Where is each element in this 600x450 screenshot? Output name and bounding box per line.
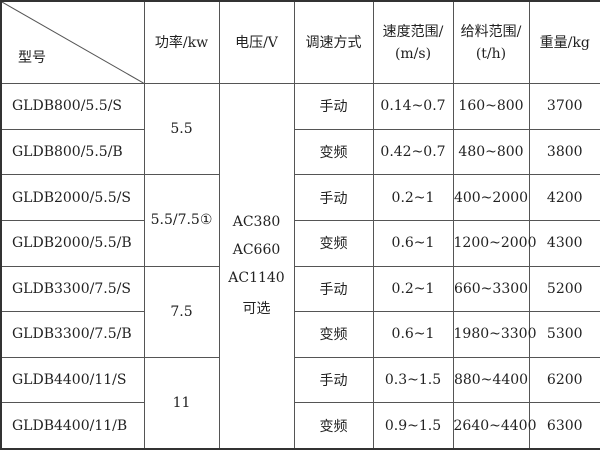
- header-weight: 重量/kg: [528, 0, 600, 85]
- cell-speed: 0.6~1: [372, 219, 454, 267]
- cell-weight: 6200: [528, 356, 600, 404]
- cell-mode: 变频: [293, 311, 374, 358]
- table-row: GLDB800/5.5/B 变频 0.42~0.7 480~800 3800: [0, 128, 600, 176]
- table-row: GLDB4400/11/B 变频 0.9~1.5 2640~4400 6300: [0, 402, 600, 450]
- cell-power: 7.5: [143, 265, 220, 358]
- cell-feed: 480~800: [452, 128, 530, 176]
- cell-weight: 4200: [528, 174, 600, 221]
- cell-mode: 手动: [293, 83, 374, 130]
- cell-model: GLDB800/5.5/S: [0, 83, 145, 130]
- cell-power: 5.5: [143, 83, 220, 176]
- cell-weight: 4300: [528, 219, 600, 267]
- table-row: GLDB3300/7.5/S 7.5 手动 0.2~1 660~3300 5200: [0, 265, 600, 358]
- cell-power: 11: [143, 356, 220, 450]
- cell-mode: 变频: [293, 402, 374, 450]
- header-feed-range: 给料范围/(t/h): [452, 0, 530, 85]
- cell-model: GLDB2000/5.5/B: [0, 219, 145, 267]
- cell-weight: 3700: [528, 83, 600, 130]
- header-power: 功率/kw: [143, 0, 220, 85]
- diagonal-line: [2, 2, 144, 83]
- cell-speed: 0.2~1: [372, 265, 454, 313]
- cell-power: 5.5/7.5①: [143, 174, 220, 267]
- header-speed-range: 速度范围/(m/s): [372, 0, 454, 85]
- cell-feed: 160~800: [452, 83, 530, 130]
- cell-model: GLDB2000/5.5/S: [0, 174, 145, 221]
- cell-speed: 0.3~1.5: [372, 356, 454, 404]
- table-row: GLDB2000/5.5/B 变频 0.6~1 1200~2000 4300: [0, 219, 600, 267]
- table-row: GLDB3300/7.5/B 变频 0.6~1 1980~3300 5300: [0, 311, 600, 358]
- cell-mode: 变频: [293, 219, 374, 267]
- cell-mode: 手动: [293, 174, 374, 221]
- cell-model: GLDB3300/7.5/S: [0, 265, 145, 313]
- cell-model: GLDB4400/11/S: [0, 356, 145, 404]
- cell-speed: 0.14~0.7: [372, 83, 454, 130]
- cell-model: GLDB800/5.5/B: [0, 128, 145, 176]
- cell-feed: 1200~2000: [452, 219, 537, 267]
- table-row: GLDB2000/5.5/S 5.5/7.5① 手动 0.2~1 400~2000 420…: [0, 174, 600, 267]
- cell-speed: 0.9~1.5: [372, 402, 454, 450]
- cell-feed: 660~3300: [452, 265, 530, 313]
- cell-weight: 5200: [528, 265, 600, 313]
- cell-model: GLDB4400/11/B: [0, 402, 145, 450]
- cell-feed: 1980~3300: [452, 311, 537, 358]
- cell-voltage: AC380 AC660 AC1140 可选: [218, 83, 295, 450]
- cell-speed: 0.42~0.7: [372, 128, 454, 176]
- voltage-line: AC1140: [228, 270, 285, 287]
- cell-weight: 6300: [528, 402, 600, 450]
- header-model: 型号: [0, 0, 145, 85]
- voltage-line: AC380: [232, 214, 281, 231]
- cell-model: GLDB3300/7.5/B: [0, 311, 145, 358]
- voltage-line: AC660: [232, 242, 281, 259]
- cell-mode: 手动: [293, 265, 374, 313]
- voltage-line: 可选: [242, 301, 271, 318]
- cell-feed: 880~4400: [452, 356, 530, 404]
- cell-mode: 变频: [293, 128, 374, 176]
- cell-mode: 手动: [293, 356, 374, 404]
- cell-weight: 5300: [528, 311, 600, 358]
- cell-weight: 3800: [528, 128, 600, 176]
- cell-feed: 400~2000: [452, 174, 530, 221]
- header-speed-mode: 调速方式: [293, 0, 374, 85]
- table-row: GLDB800/5.5/S 5.5 AC380 AC660 AC1140 可选 手动 0.14…: [0, 83, 600, 450]
- header-row: 型号 功率/kw 电压/V 调速方式 速度范围/(m/s) 给料范围/(t/h)…: [0, 0, 600, 85]
- cell-speed: 0.6~1: [372, 311, 454, 358]
- cell-speed: 0.2~1: [372, 174, 454, 221]
- header-voltage: 电压/V: [218, 0, 295, 85]
- cell-feed: 2640~4400: [452, 402, 537, 450]
- table-row: GLDB4400/11/S 11 手动 0.3~1.5 880~4400 6200: [0, 356, 600, 450]
